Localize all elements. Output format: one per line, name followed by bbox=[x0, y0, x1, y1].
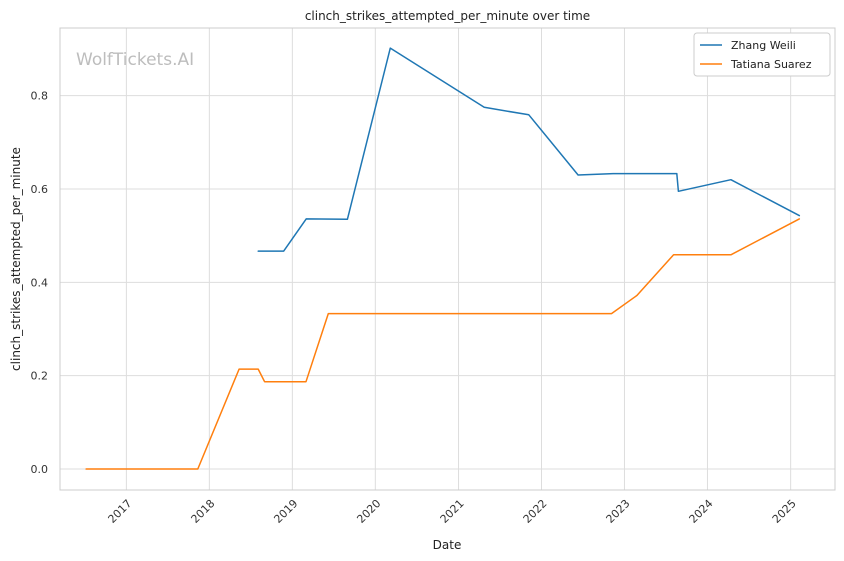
y-tick-label: 0.2 bbox=[31, 370, 49, 383]
y-tick-label: 0.0 bbox=[31, 463, 49, 476]
y-axis-title: clinch_strikes_attempted_per_minute bbox=[9, 147, 23, 371]
legend-label-zhang-weili: Zhang Weili bbox=[731, 39, 796, 52]
y-tick-label: 0.8 bbox=[31, 90, 49, 103]
plot-area-frame bbox=[59, 27, 836, 491]
y-tick-label: 0.4 bbox=[31, 276, 49, 289]
series-line-tatiana-suarez bbox=[85, 218, 801, 470]
chart-title: clinch_strikes_attempted_per_minute over… bbox=[305, 9, 590, 23]
legend: Zhang Weili Tatiana Suarez bbox=[693, 32, 831, 77]
watermark-text: WolfTickets.AI bbox=[76, 50, 194, 70]
legend-box bbox=[693, 32, 831, 77]
series-layer bbox=[85, 47, 801, 470]
series-line-zhang-weili bbox=[257, 47, 801, 252]
grid bbox=[60, 28, 835, 490]
legend-label-tatiana-suarez: Tatiana Suarez bbox=[730, 58, 812, 71]
y-tick-label: 0.6 bbox=[31, 183, 49, 196]
x-axis-title: Date bbox=[433, 538, 462, 552]
